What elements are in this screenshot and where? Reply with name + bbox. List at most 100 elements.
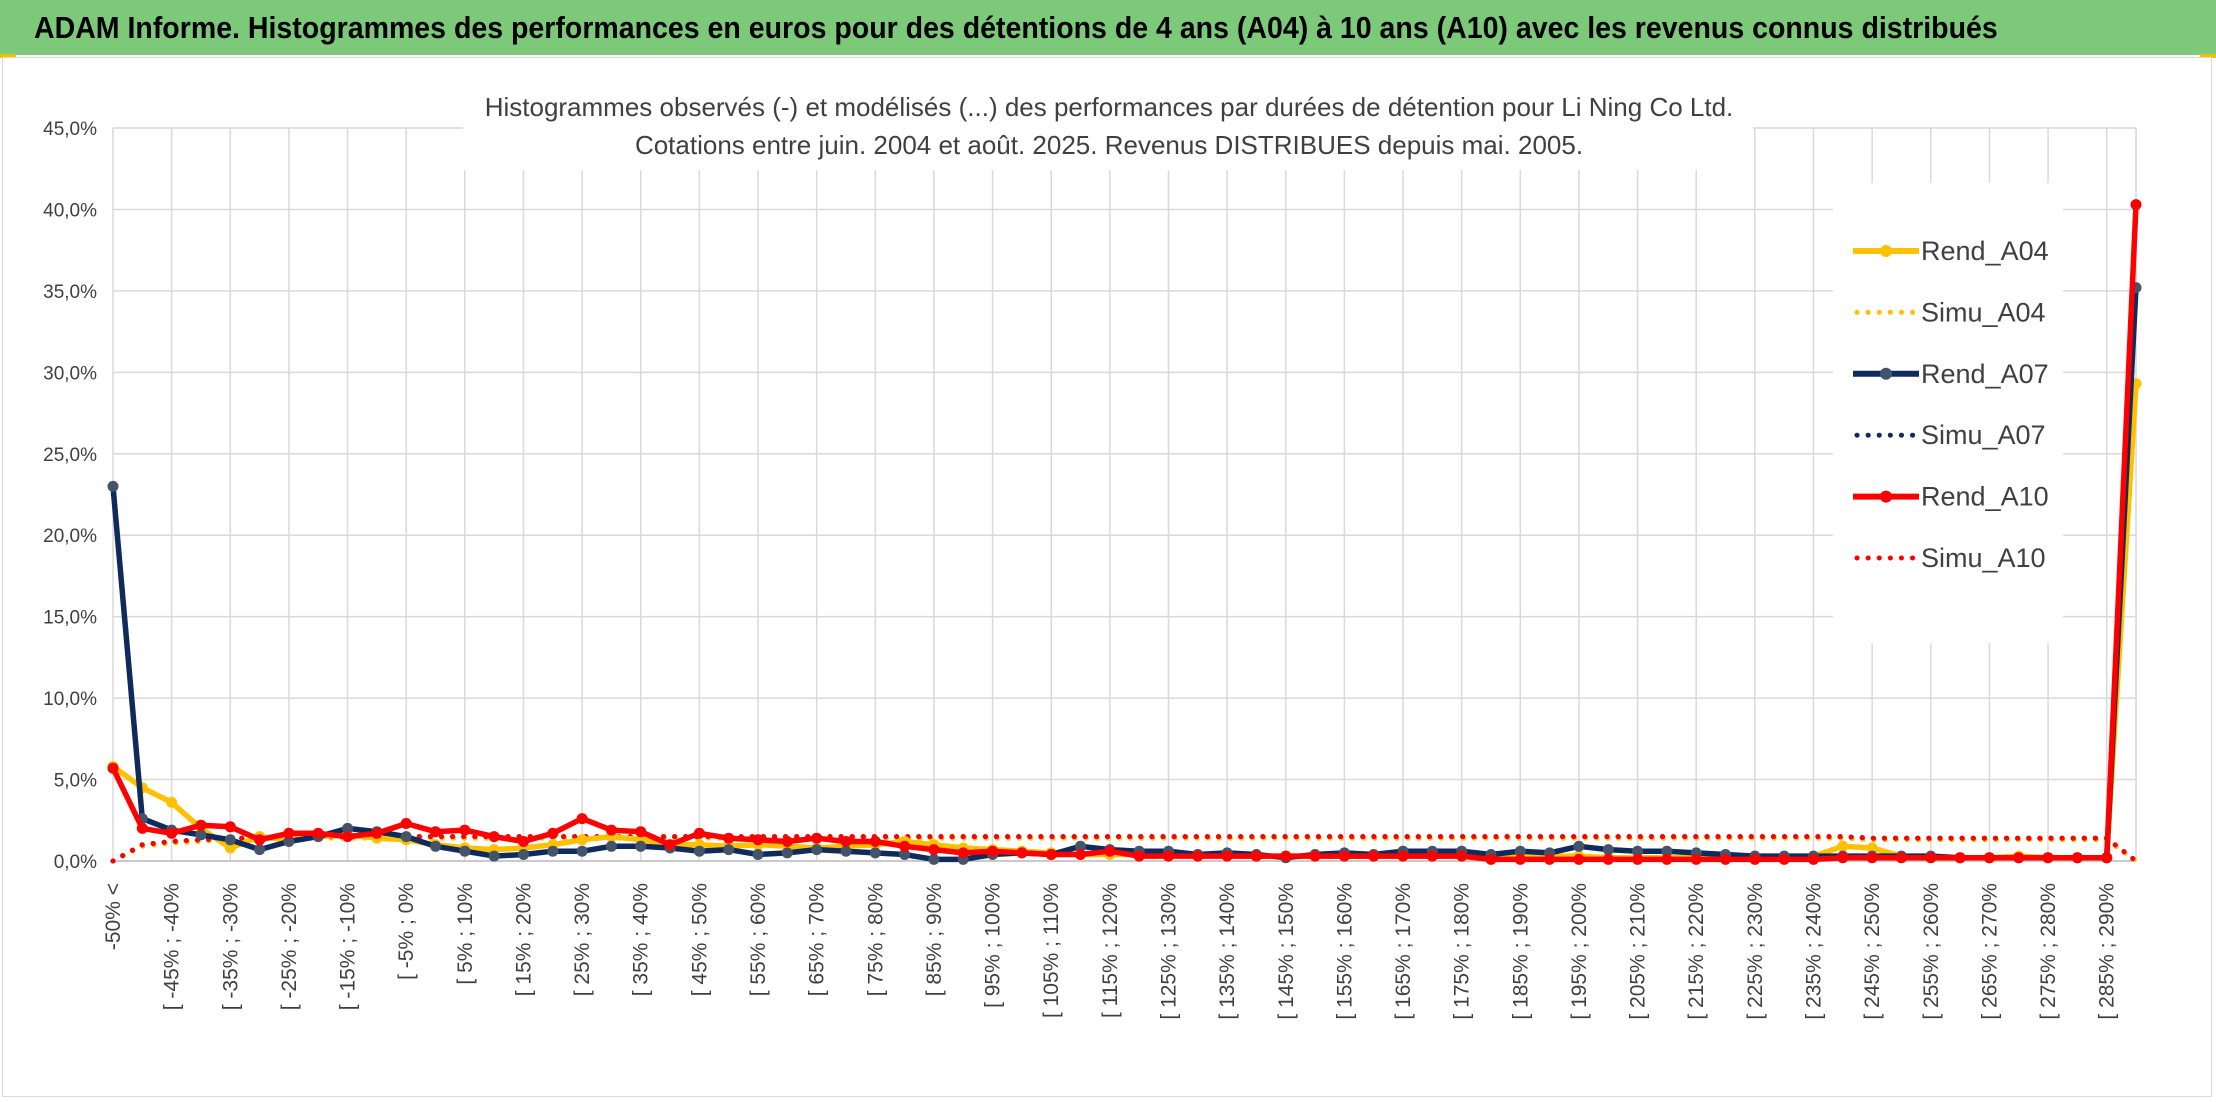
data-point: [781, 836, 793, 847]
legend-label: Simu_A04: [1921, 297, 2046, 327]
data-point: [664, 839, 676, 851]
legend-label: Rend_A07: [1921, 359, 2049, 389]
data-point: [518, 836, 529, 847]
series-Simu_A04: [110, 835, 2139, 864]
data-point: [2013, 852, 2025, 864]
x-tick-label: [ 105% ; 110%: [1040, 883, 1063, 1018]
data-point: [869, 847, 881, 859]
data-point: [107, 762, 119, 774]
data-point: [430, 826, 441, 838]
legend-background: [1833, 183, 2063, 643]
x-tick-label: [ 195% ; 200%: [1568, 883, 1591, 1020]
data-point: [1016, 847, 1028, 859]
data-point: [1250, 850, 1262, 862]
series-line: [110, 835, 2139, 864]
x-tick-label: [ 235% ; 240%: [1802, 883, 1825, 1020]
data-point: [752, 849, 764, 860]
legend: Rend_A04 Simu_A04 Rend_A07 Simu_A07 Rend_A10…: [1833, 183, 2063, 643]
x-tick-label: [ 75% ; 80%: [864, 883, 887, 996]
data-point: [928, 853, 940, 865]
data-point: [371, 827, 383, 839]
data-point: [166, 796, 178, 808]
x-tick-label: [ -35% ; -30%: [219, 883, 242, 1010]
data-point: [576, 834, 588, 846]
series-lines: [107, 199, 2142, 865]
x-tick-label: [ 95% ; 100%: [982, 883, 1005, 1008]
data-point: [1720, 853, 1731, 865]
data-point: [1514, 853, 1526, 865]
data-point: [1602, 844, 1614, 856]
data-point: [1661, 845, 1673, 857]
data-point: [1983, 852, 1995, 864]
x-tick-label: [ 245% ; 250%: [1861, 883, 1884, 1020]
legend-label: Rend_A10: [1921, 482, 2049, 512]
data-point: [928, 844, 940, 856]
header-banner: ADAM Informe. Histogrammes des performan…: [0, 0, 2216, 55]
data-point: [459, 824, 471, 836]
data-point: [869, 836, 881, 847]
x-tick-label: [ 65% ; 70%: [806, 883, 829, 996]
y-tick-label: 30,0%: [43, 363, 97, 384]
x-tick-label: [ 135% ; 140%: [1216, 883, 1239, 1020]
legend-marker: [1880, 490, 1892, 503]
data-point: [2101, 852, 2113, 864]
data-point: [1456, 850, 1468, 862]
data-point: [1309, 850, 1321, 862]
data-point: [1690, 853, 1702, 865]
data-point: [576, 845, 588, 857]
data-point: [635, 840, 647, 852]
data-point: [635, 826, 647, 838]
data-point: [1661, 853, 1673, 865]
legend-marker: [1880, 245, 1892, 257]
data-point: [1837, 852, 1849, 864]
data-point: [312, 827, 324, 839]
series-line: [110, 834, 2139, 864]
data-point: [1573, 840, 1585, 852]
x-tick-label: [ 85% ; 90%: [923, 883, 946, 996]
data-point: [400, 818, 412, 829]
x-tick-label: [ 5% ; 10%: [454, 883, 477, 985]
data-point: [811, 844, 823, 856]
x-tick-label: [ 285% ; 290%: [2096, 883, 2119, 1020]
y-tick-label: 15,0%: [43, 608, 97, 629]
data-point: [1866, 852, 1878, 864]
x-tick-label: [ 275% ; 280%: [2037, 883, 2060, 1020]
data-point: [1192, 850, 1204, 862]
data-point: [1866, 842, 1878, 854]
data-point: [488, 831, 500, 843]
legend-item-Rend_A10: Rend_A10: [1853, 482, 2049, 512]
x-tick-label: [ -15% ; -10%: [337, 883, 360, 1010]
data-point: [1602, 853, 1614, 865]
legend-item-Simu_A10: Simu_A10: [1854, 543, 2046, 573]
legend-item-Simu_A04: Simu_A04: [1854, 297, 2046, 327]
y-axis-ticks: 0,0% 5,0% 10,0% 15,0% 20,0% 25,0% 30,0% 35,0% 40…: [43, 119, 97, 873]
data-point: [1163, 850, 1174, 862]
data-point: [1749, 853, 1761, 865]
chart-title-line-1: Histogrammes observés (-) et modélisés (…: [485, 92, 1734, 122]
corner-accent-left: [0, 54, 16, 58]
x-tick-label: [ 55% ; 60%: [747, 883, 770, 996]
data-point: [459, 845, 471, 857]
x-tick-label: [ 185% ; 190%: [1509, 883, 1532, 1020]
y-tick-label: 35,0%: [43, 282, 97, 303]
x-tick-label: [ -25% ; -20%: [278, 883, 301, 1010]
data-point: [1573, 853, 1585, 865]
x-tick-label: [ 175% ; 180%: [1451, 883, 1474, 1020]
data-point: [1925, 852, 1937, 864]
data-point: [1075, 849, 1086, 860]
x-tick-label: [ 125% ; 130%: [1157, 883, 1180, 1020]
data-point: [1104, 845, 1116, 857]
series-line: [110, 287, 2139, 863]
series-Simu_A10: [110, 834, 2139, 864]
x-tick-label: [ 225% ; 230%: [1744, 883, 1767, 1020]
y-tick-label: 10,0%: [43, 689, 97, 710]
x-tick-label: [ 165% ; 170%: [1392, 883, 1415, 1020]
x-tick-label: [ 25% ; 30%: [571, 883, 594, 996]
data-point: [899, 849, 911, 860]
data-point: [283, 827, 295, 839]
x-tick-label: [ 115% ; 120%: [1099, 883, 1122, 1018]
legend-marker: [1880, 367, 1892, 380]
data-point: [166, 827, 178, 839]
series-line: [110, 204, 2139, 863]
data-point: [987, 845, 999, 857]
